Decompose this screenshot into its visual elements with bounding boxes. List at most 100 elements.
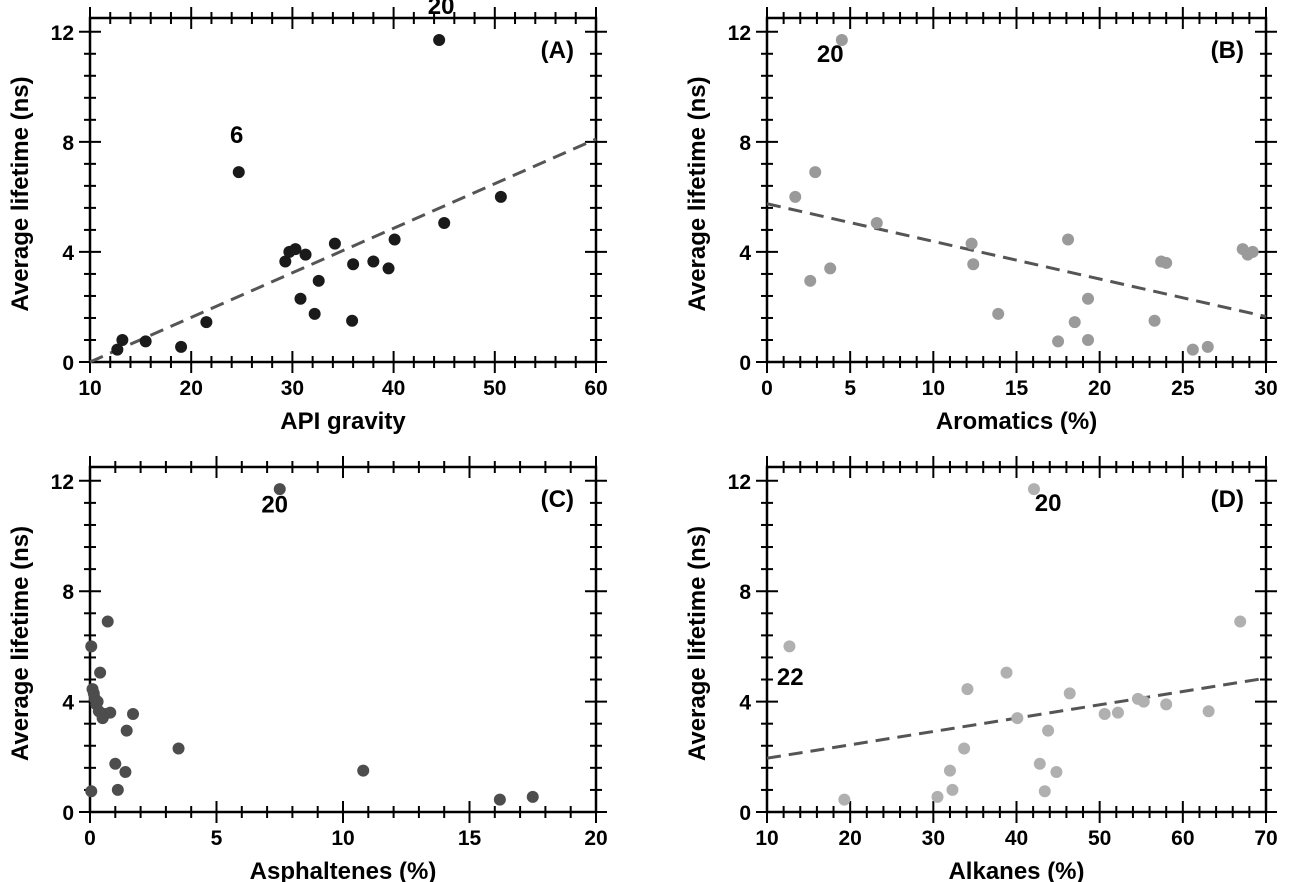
data-point	[273, 483, 286, 496]
y-tick-label: 0	[739, 352, 751, 375]
y-tick-label: 8	[739, 581, 751, 604]
x-tick-label: 30	[1254, 377, 1277, 400]
data-point	[1186, 343, 1199, 356]
data-point	[824, 262, 837, 275]
y-tick-label: 4	[62, 242, 74, 265]
data-point	[1052, 335, 1065, 348]
data-point	[961, 683, 974, 696]
data-point	[109, 757, 122, 770]
y-tick-label: 12	[728, 471, 751, 494]
data-point	[931, 790, 944, 803]
panel-a: 10 20 30 40 50 60 0 4 8 12 API gravity Average life…	[7, 0, 608, 435]
y-tick-label: 4	[62, 692, 74, 715]
data-point	[1098, 708, 1111, 721]
x-tick-label: 0	[84, 827, 96, 850]
data-point	[85, 785, 98, 798]
data-point	[1027, 483, 1040, 496]
data-point	[526, 790, 539, 803]
data-point	[1000, 666, 1013, 679]
plot-frame	[765, 16, 1268, 364]
data-point	[1137, 695, 1150, 708]
data-point	[870, 217, 883, 230]
panel-label: (C)	[541, 486, 574, 513]
x-tick-label: 40	[382, 377, 405, 400]
panel-b: 0 5 10 15 20 25 30 0 4 8 12 Aromatics (%) Average li…	[684, 7, 1278, 435]
y-tick-label: 8	[62, 132, 74, 155]
data-point	[1201, 340, 1214, 353]
x-tick-label: 10	[78, 377, 101, 400]
data-point	[111, 783, 124, 796]
data-point	[1050, 765, 1063, 778]
data-point	[1082, 292, 1095, 305]
data-point	[116, 333, 129, 346]
y-tick-label: 12	[51, 22, 74, 45]
point-annotation: 20	[428, 0, 455, 20]
data-point	[308, 307, 321, 320]
data-point	[382, 262, 395, 275]
x-tick-label: 10	[755, 827, 778, 850]
point-annotation: 20	[1035, 490, 1062, 517]
panel-label: (D)	[1211, 486, 1244, 513]
data-point	[388, 233, 401, 246]
fit-line	[89, 137, 597, 364]
data-point	[289, 243, 302, 256]
data-point	[85, 640, 98, 653]
y-axis-label: Average lifetime (ns)	[684, 526, 711, 761]
data-point	[357, 764, 370, 777]
data-point	[1038, 785, 1051, 798]
x-tick-label: 30	[281, 377, 304, 400]
plot-frame	[765, 465, 1268, 814]
x-tick-label: 20	[584, 827, 607, 850]
data-point	[279, 255, 292, 268]
x-tick-label: 40	[1005, 827, 1028, 850]
data-point	[494, 190, 507, 203]
data-point	[200, 316, 213, 329]
data-point	[433, 34, 446, 47]
data-point	[946, 783, 959, 796]
y-tick-label: 0	[739, 802, 751, 825]
x-tick-label: 70	[1254, 827, 1277, 850]
x-tick-label: 50	[483, 377, 506, 400]
data-point	[232, 166, 245, 179]
data-point	[838, 793, 851, 806]
x-tick-label: 5	[844, 377, 856, 400]
x-tick-label: 5	[211, 827, 223, 850]
x-tick-label: 15	[458, 827, 482, 850]
y-tick-label: 4	[739, 242, 751, 265]
data-point	[312, 274, 325, 287]
data-point	[120, 724, 133, 737]
x-tick-label: 20	[180, 377, 203, 400]
data-point	[1202, 705, 1215, 718]
x-tick-label: 15	[1005, 377, 1029, 400]
data-point	[967, 258, 980, 271]
y-axis-label: Average lifetime (ns)	[7, 526, 34, 761]
y-tick-label: 8	[739, 132, 751, 155]
y-tick-label: 8	[62, 581, 74, 604]
data-point	[835, 34, 848, 47]
panel-c: 0 5 10 15 20 0 4 8 12 Asphaltenes (%) Average life…	[7, 456, 608, 882]
data-point	[1011, 712, 1024, 725]
data-point	[1062, 233, 1075, 246]
data-point	[91, 695, 104, 708]
data-point	[328, 237, 341, 250]
data-point	[1160, 698, 1173, 711]
data-point	[1063, 687, 1076, 700]
fit-line	[766, 202, 1267, 319]
y-tick-label: 0	[62, 352, 74, 375]
y-tick-label: 12	[728, 22, 751, 45]
point-annotation: 20	[817, 41, 844, 68]
data-point	[367, 255, 380, 268]
plot-frame	[88, 16, 598, 364]
x-tick-label: 0	[761, 377, 773, 400]
x-tick-label: 10	[922, 377, 945, 400]
data-point	[804, 274, 817, 287]
x-tick-label: 60	[584, 377, 607, 400]
x-tick-label: 30	[922, 827, 945, 850]
y-axis-label: Average lifetime (ns)	[684, 76, 711, 311]
data-point	[965, 237, 978, 250]
data-point	[1148, 314, 1161, 327]
data-point	[1160, 256, 1173, 269]
data-point	[127, 708, 140, 721]
data-point	[104, 706, 117, 719]
x-axis-label: API gravity	[280, 408, 406, 435]
